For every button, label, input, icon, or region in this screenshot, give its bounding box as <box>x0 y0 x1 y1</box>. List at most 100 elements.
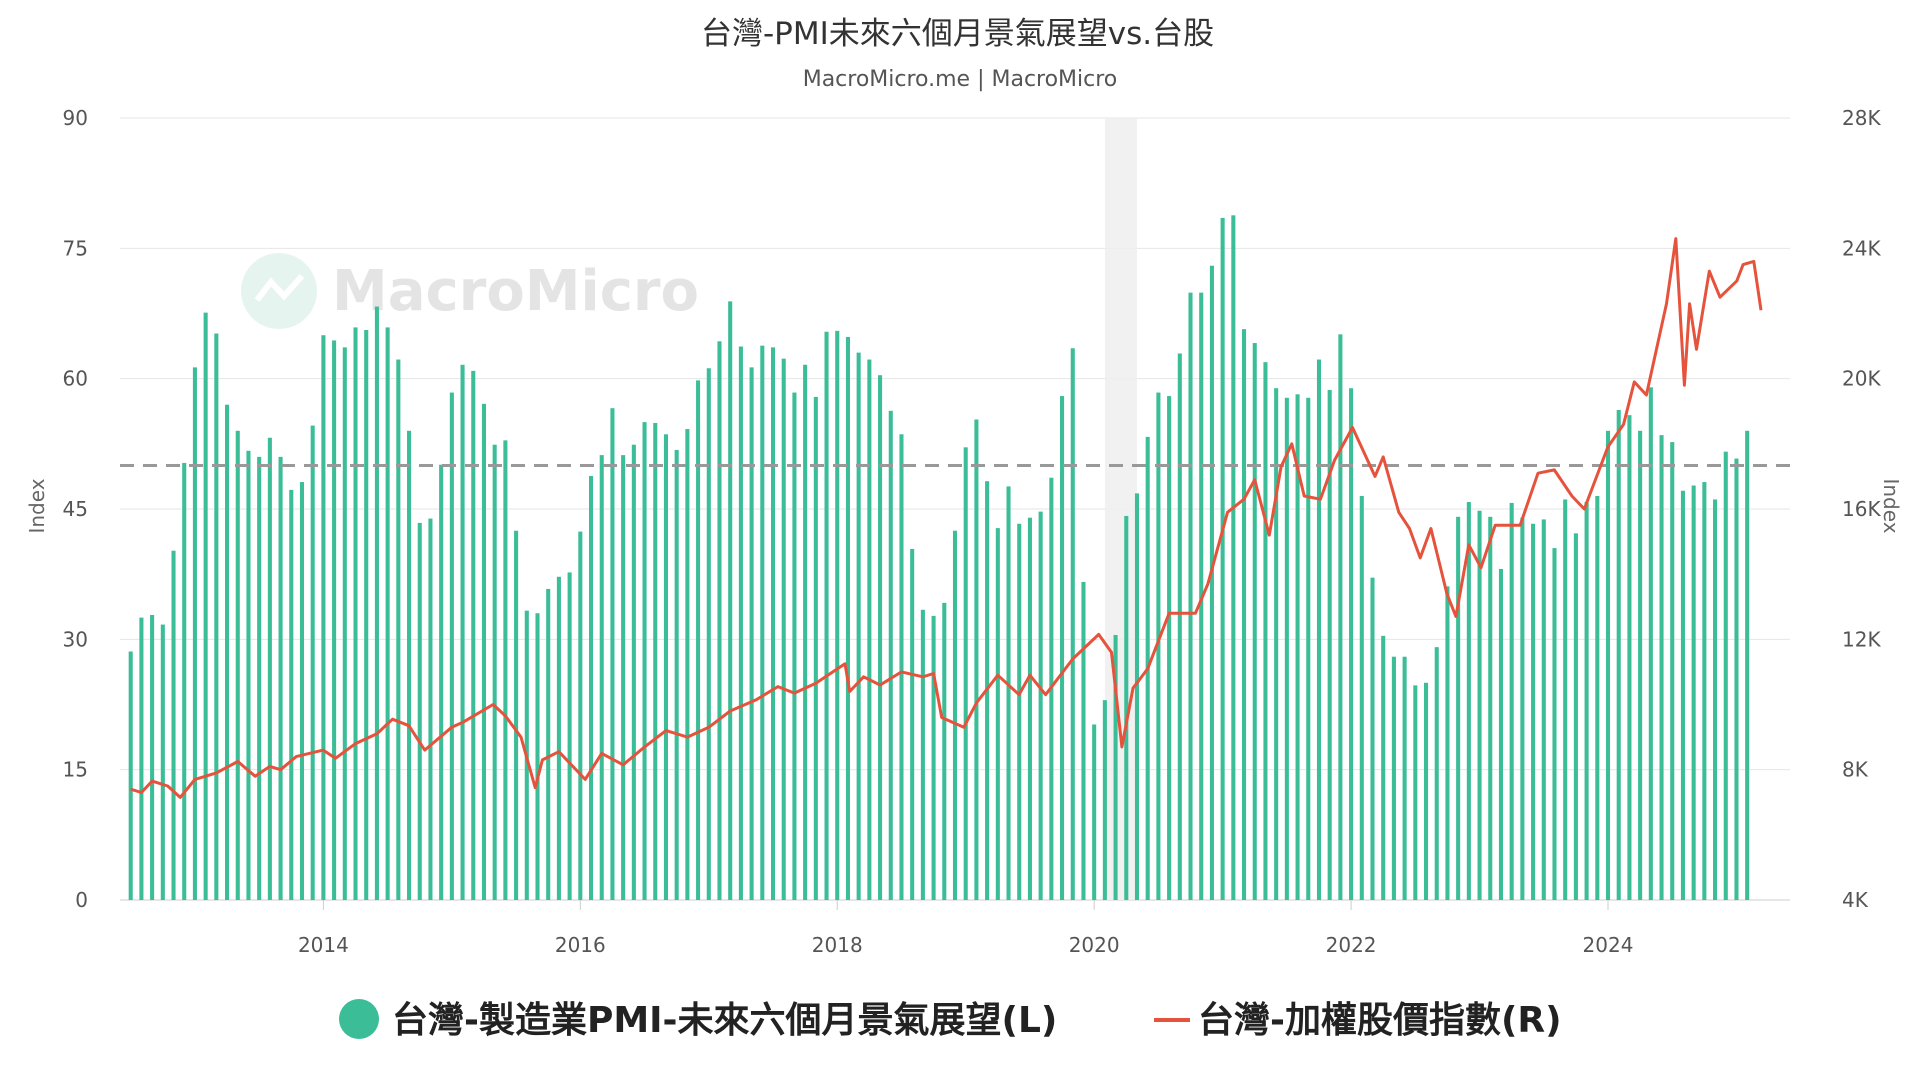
bar[interactable] <box>1423 682 1429 900</box>
bar[interactable] <box>1616 409 1621 900</box>
bar[interactable] <box>1584 502 1589 900</box>
bar[interactable] <box>1713 499 1718 900</box>
bar[interactable] <box>792 392 797 900</box>
bar[interactable] <box>1702 482 1707 900</box>
bar[interactable] <box>1209 265 1214 900</box>
bar[interactable] <box>1670 442 1675 900</box>
bar[interactable] <box>1338 334 1343 900</box>
bar[interactable] <box>1017 523 1022 900</box>
bar[interactable] <box>1349 388 1354 900</box>
bar[interactable] <box>1509 502 1514 900</box>
bar[interactable] <box>1734 458 1739 900</box>
bar[interactable] <box>1092 724 1097 900</box>
bar[interactable] <box>503 440 508 900</box>
bar[interactable] <box>1498 568 1503 900</box>
bar[interactable] <box>1242 329 1247 900</box>
bar[interactable] <box>856 352 861 901</box>
bar[interactable] <box>332 340 337 900</box>
bar[interactable] <box>888 410 893 900</box>
bar[interactable] <box>845 336 850 901</box>
bar[interactable] <box>128 651 133 900</box>
bar[interactable] <box>1531 523 1536 900</box>
bar[interactable] <box>246 450 251 900</box>
bar[interactable] <box>449 392 454 900</box>
bar[interactable] <box>1134 493 1140 900</box>
bar[interactable] <box>835 330 840 900</box>
bar[interactable] <box>910 548 915 900</box>
bar[interactable] <box>1680 490 1685 900</box>
bar[interactable] <box>952 530 958 900</box>
bar[interactable] <box>1295 394 1300 900</box>
bar[interactable] <box>289 489 294 900</box>
bar[interactable] <box>567 572 572 900</box>
bar[interactable] <box>1167 396 1172 900</box>
bar[interactable] <box>556 576 561 900</box>
bar[interactable] <box>588 475 594 900</box>
bar[interactable] <box>653 422 658 900</box>
bar[interactable] <box>685 429 690 900</box>
bar[interactable] <box>1456 516 1461 900</box>
bar[interactable] <box>663 434 668 900</box>
bar[interactable] <box>150 615 155 900</box>
bar[interactable] <box>738 346 743 900</box>
bar[interactable] <box>1006 486 1011 900</box>
bar[interactable] <box>546 588 551 900</box>
bar[interactable] <box>192 367 197 901</box>
bar[interactable] <box>1370 577 1375 900</box>
bar[interactable] <box>439 464 444 900</box>
bar[interactable] <box>1413 685 1418 900</box>
bar[interactable] <box>1177 353 1182 901</box>
bar[interactable] <box>1466 502 1471 900</box>
bar[interactable] <box>1648 387 1653 900</box>
bar[interactable] <box>1541 519 1546 900</box>
bar[interactable] <box>1113 634 1118 900</box>
bar[interactable] <box>428 518 433 900</box>
bar[interactable] <box>171 550 176 900</box>
bar[interactable] <box>1605 430 1611 900</box>
bar[interactable] <box>578 531 583 900</box>
bar[interactable] <box>1477 510 1482 900</box>
bar[interactable] <box>717 341 722 900</box>
bar[interactable] <box>1520 517 1525 900</box>
bar[interactable] <box>1124 515 1129 900</box>
bar[interactable] <box>1263 362 1268 900</box>
bar[interactable] <box>963 447 968 900</box>
line-series-path[interactable] <box>130 237 1763 799</box>
bar[interactable] <box>492 444 497 900</box>
bar[interactable] <box>749 367 754 901</box>
bar[interactable] <box>1638 430 1643 900</box>
bar[interactable] <box>353 327 358 900</box>
bar[interactable] <box>321 335 326 900</box>
bar[interactable] <box>1434 647 1439 900</box>
bar[interactable] <box>770 347 776 900</box>
bar[interactable] <box>364 330 369 900</box>
bar[interactable] <box>599 455 604 900</box>
bar[interactable] <box>267 437 272 900</box>
bar[interactable] <box>160 624 165 900</box>
bar[interactable] <box>878 375 883 900</box>
bar[interactable] <box>1563 499 1568 900</box>
bar[interactable] <box>1723 451 1728 900</box>
bar[interactable] <box>514 530 519 900</box>
bar[interactable] <box>1359 495 1364 900</box>
bar[interactable] <box>299 482 305 900</box>
bar[interactable] <box>278 456 283 900</box>
bar[interactable] <box>931 615 936 900</box>
bar[interactable] <box>813 396 818 900</box>
bar[interactable] <box>1060 396 1065 900</box>
bar[interactable] <box>1573 533 1578 900</box>
bar[interactable] <box>920 609 925 900</box>
bar[interactable] <box>235 430 240 900</box>
bar[interactable] <box>696 380 701 901</box>
bar[interactable] <box>417 522 422 900</box>
bar[interactable] <box>214 333 219 900</box>
bar[interactable] <box>1595 495 1600 900</box>
bar[interactable] <box>1156 392 1161 900</box>
bar[interactable] <box>1038 511 1043 900</box>
bar[interactable] <box>460 364 465 901</box>
bar[interactable] <box>1188 292 1193 900</box>
bar[interactable] <box>1274 388 1279 900</box>
bar[interactable] <box>1027 517 1032 900</box>
bar[interactable] <box>899 434 904 900</box>
bar[interactable] <box>257 456 262 900</box>
